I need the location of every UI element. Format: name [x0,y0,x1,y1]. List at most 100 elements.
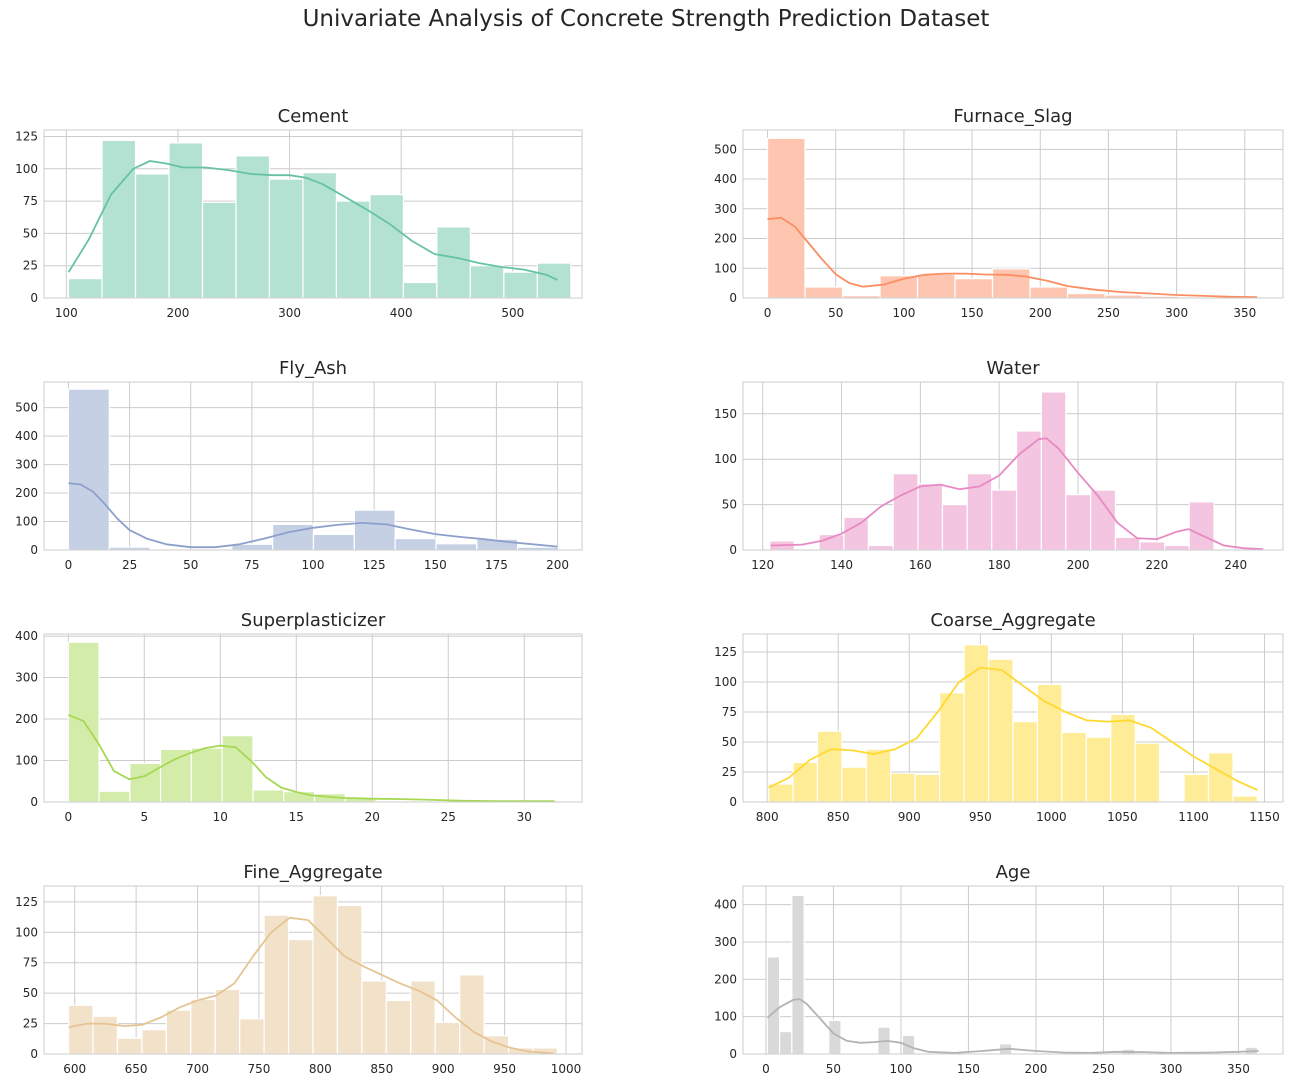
kde-line [770,437,1264,550]
y-tick-label: 400 [15,429,38,443]
histogram-bar [536,262,572,299]
histogram-bar [410,980,436,1055]
x-tick-label: 800 [309,1062,332,1076]
x-tick-label: 750 [248,1062,271,1076]
histogram-bar [165,1009,192,1055]
histogram-bar [1139,541,1166,551]
x-tick-label: 900 [432,1062,455,1076]
y-tick-label: 300 [15,458,38,472]
plot-frame [43,885,583,1055]
histogram-bar [966,473,993,551]
histogram-bar [369,194,405,299]
x-tick-label: 300 [1165,306,1188,320]
histogram-bar [1207,752,1234,803]
y-tick-label: 0 [30,1047,38,1061]
histogram-bar [235,155,271,299]
y-tick-label: 75 [23,194,38,208]
subplot-title: Fly_Ash [279,358,347,379]
histogram-bar [1029,286,1069,299]
histogram-bar [1134,742,1161,803]
histogram-bar [1183,773,1210,803]
x-tick-label: 400 [390,306,413,320]
histogram-bar [1188,501,1215,551]
x-tick-label: 350 [1227,1062,1250,1076]
subplot-title: Furnace_Slag [953,106,1072,127]
histogram-bar [879,275,919,299]
histogram-bar [1085,736,1112,803]
kde-line [68,482,558,549]
kde-line [768,666,1258,791]
y-tick-label: 200 [714,972,737,986]
y-tick-label: 400 [714,172,737,186]
kde-line [766,998,1259,1054]
y-tick-label: 0 [729,543,737,557]
histogram-bar [792,761,819,803]
histogram-bar [1015,430,1042,551]
y-tick-label: 300 [714,202,737,216]
subplot-title: Age [996,862,1031,883]
histogram-bar [92,1015,119,1055]
kde-line [767,216,1258,298]
plot-frame [43,129,583,299]
y-tick-label: 0 [30,795,38,809]
x-tick-label: 240 [1224,558,1247,572]
y-tick-label: 100 [714,1010,737,1024]
histogram-bar [503,271,538,299]
histogram-bar [436,226,471,299]
histogram-bar [336,904,363,1055]
x-tick-label: 50 [183,558,198,572]
y-tick-label: 100 [714,261,737,275]
y-tick-label: 125 [714,645,737,659]
x-tick-label: 600 [63,1062,86,1076]
histogram-bar [778,1030,793,1055]
x-tick-label: 20 [365,810,380,824]
histogram-bar [67,1004,94,1055]
histogram-bar [385,999,412,1055]
histogram-bar [941,503,968,551]
y-tick-label: 200 [15,712,38,726]
x-tick-label: 1000 [1036,810,1067,824]
x-tick-label: 150 [957,1062,980,1076]
histogram-bar [459,974,485,1055]
x-tick-label: 25 [441,810,456,824]
histogram-bar [917,483,944,551]
x-tick-label: 0 [65,558,73,572]
x-tick-label: 180 [988,558,1011,572]
histogram-bar [1040,391,1067,551]
y-tick-label: 75 [722,705,737,719]
histogram-bar [101,139,137,299]
x-tick-label: 850 [370,1062,393,1076]
histogram-bar [987,658,1014,803]
histogram-bar [791,894,805,1055]
x-tick-label: 0 [762,1062,770,1076]
histogram-bar [394,538,437,551]
histogram-bar [312,895,339,1055]
histogram-bar [939,692,965,803]
histogram-bar [353,509,396,551]
y-tick-label: 400 [15,629,38,643]
histogram-bar [867,544,894,551]
histogram-bar [402,281,438,299]
y-tick-label: 0 [729,795,737,809]
y-tick-label: 25 [722,765,737,779]
x-tick-label: 100 [55,306,78,320]
histogram-bar [134,173,170,299]
histogram-bar [434,1021,461,1055]
x-tick-label: 200 [166,306,189,320]
chart-furnace-slag: 0 50 100 150 200 250 300 350 0 100 200 300 400 500 Fur… [714,106,1284,320]
histogram-bar [991,268,1031,299]
x-tick-label: 350 [1233,306,1256,320]
y-tick-label: 0 [729,291,737,305]
x-tick-label: 10 [213,810,228,824]
subplot-title: Coarse_Aggregate [930,610,1095,631]
histogram-bar [892,473,919,551]
x-tick-label: 250 [1097,306,1120,320]
y-tick-label: 125 [15,129,38,143]
x-tick-label: 75 [244,558,259,572]
histogram-bar [252,789,285,803]
plot-frame [43,633,583,803]
histogram-bar [766,956,781,1055]
x-tick-label: 800 [756,810,779,824]
histogram-bar [1114,536,1141,551]
y-tick-label: 50 [23,226,38,240]
